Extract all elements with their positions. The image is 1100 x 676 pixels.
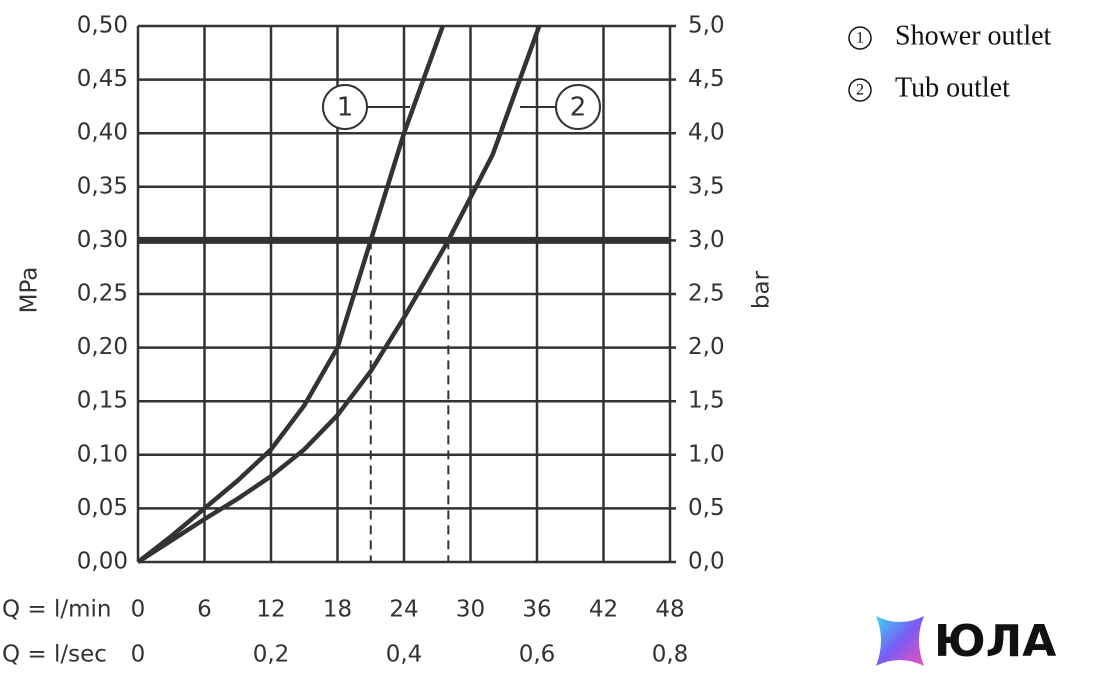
y-tick-label: 0,40	[77, 120, 128, 146]
x2-axis-label: Q = l/sec	[2, 642, 107, 668]
legend-marker-label: 2	[856, 82, 864, 99]
y2-tick-label: 4,0	[688, 120, 725, 146]
x-tick-label: 12	[256, 597, 285, 623]
x2-tick-label: 0,6	[519, 642, 556, 668]
y-tick-label: 0,30	[77, 227, 128, 253]
x-tick-label: 0	[131, 597, 146, 623]
legend-item: 1 Shower outlet	[848, 20, 1052, 51]
x2-tick-label: 0,4	[386, 642, 423, 668]
y-tick-label: 0,00	[77, 549, 128, 575]
legend-item: 2 Tub outlet	[848, 72, 1010, 103]
x-tick-label: 36	[522, 597, 551, 623]
callout-label: 1	[337, 93, 354, 123]
legend-marker	[848, 26, 872, 50]
y-tick-label: 0,20	[77, 334, 128, 360]
y2-tick-label: 0,0	[688, 549, 725, 575]
logo-icon	[876, 616, 924, 666]
x-tick-label: 18	[323, 597, 352, 623]
x-tick-label: 48	[655, 597, 684, 623]
y2-tick-label: 0,5	[688, 495, 725, 521]
legend-label: Shower outlet	[895, 20, 1052, 51]
y-tick-label: 0,10	[77, 441, 128, 467]
callout-label: 2	[570, 93, 587, 123]
y2-tick-label: 5,0	[688, 13, 725, 39]
x-tick-label: 42	[589, 597, 618, 623]
x-axis-label: Q = l/min	[2, 597, 112, 623]
curve	[136, 25, 542, 564]
y2-tick-label: 1,5	[688, 388, 725, 414]
x-tick-label: 24	[389, 597, 418, 623]
y2-tick-label: 3,0	[688, 227, 725, 253]
curve	[136, 25, 445, 564]
watermark: ЮЛА	[934, 616, 1056, 667]
legend-marker-label: 1	[856, 30, 864, 47]
x2-tick-label: 0	[131, 642, 146, 668]
x2-tick-label: 0,2	[253, 642, 290, 668]
y2-tick-label: 3,5	[688, 173, 725, 199]
callout-circle	[555, 84, 601, 130]
y-tick-label: 0,35	[77, 173, 128, 199]
callout-circle	[322, 84, 368, 130]
legend-marker	[848, 78, 872, 102]
y2-tick-label: 2,5	[688, 281, 725, 307]
x-tick-label: 6	[197, 597, 212, 623]
y-axis-label: MPa	[17, 267, 43, 314]
y2-tick-label: 1,0	[688, 441, 725, 467]
y-tick-label: 0,50	[77, 13, 128, 39]
y-tick-label: 0,45	[77, 66, 128, 92]
y-tick-label: 0,25	[77, 281, 128, 307]
y2-tick-label: 2,0	[688, 334, 725, 360]
y-tick-label: 0,15	[77, 388, 128, 414]
x-tick-label: 30	[456, 597, 485, 623]
legend-label: Tub outlet	[895, 72, 1010, 103]
y2-axis-label: bar	[749, 270, 775, 309]
x2-tick-label: 0,8	[652, 642, 689, 668]
y2-tick-label: 4,5	[688, 66, 725, 92]
y-tick-label: 0,05	[77, 495, 128, 521]
